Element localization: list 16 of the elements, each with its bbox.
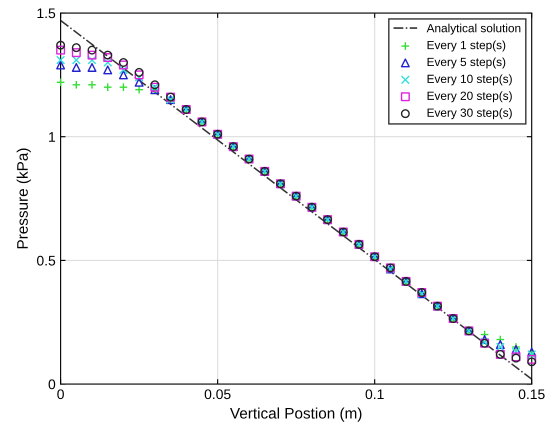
legend-label: Every 20 step(s) <box>428 91 512 102</box>
x-tick-label: 0.15 <box>518 389 545 400</box>
legend-label: Every 1 step(s) <box>428 40 506 52</box>
legend-label: Every 10 step(s) <box>428 74 512 86</box>
legend-label: Every 5 step(s) <box>428 57 506 68</box>
y-tick-label: 0 <box>48 379 56 390</box>
y-tick-label: 1.5 <box>38 8 56 18</box>
legend-label: Analytical solution <box>426 24 520 35</box>
x-tick-label: 0.1 <box>366 389 384 400</box>
legend-label: Every 30 step(s) <box>428 108 512 120</box>
y-tick-label: 1 <box>49 132 56 142</box>
y-tick-label: 0.5 <box>36 256 56 266</box>
y-axis-title: Pressure (kPa) <box>16 148 31 248</box>
x-axis-title: Vertical Postion (m) <box>230 407 362 422</box>
x-tick-label: 0 <box>57 389 64 400</box>
x-tick-label: 0.05 <box>204 389 231 400</box>
